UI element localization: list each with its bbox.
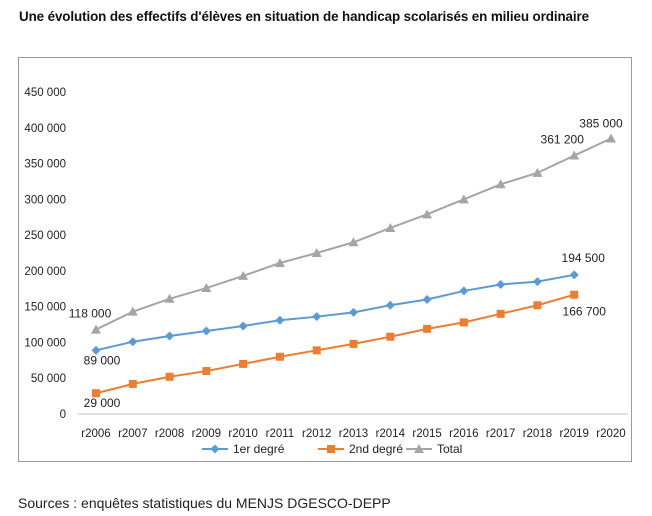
series-point-2 bbox=[92, 389, 100, 398]
x-tick-label: r2007 bbox=[118, 428, 147, 440]
x-tick-label: r2019 bbox=[560, 428, 589, 440]
chart-frame bbox=[18, 57, 632, 462]
x-tick-label: r2014 bbox=[376, 428, 406, 440]
data-label: 29 000 bbox=[84, 396, 121, 410]
legend-marker bbox=[414, 444, 424, 453]
series-point-3 bbox=[164, 293, 175, 303]
series-point-2 bbox=[239, 359, 248, 368]
x-tick-label: r2011 bbox=[266, 428, 295, 440]
series-point-2 bbox=[349, 339, 358, 348]
series-point-3 bbox=[569, 150, 580, 160]
series-line-2 bbox=[95, 293, 575, 395]
series-point-1 bbox=[312, 312, 322, 322]
data-label: 89 000 bbox=[84, 353, 121, 367]
legend-label: Total bbox=[437, 442, 462, 456]
x-tick-label: r2008 bbox=[155, 428, 184, 440]
y-tick-label: 400 000 bbox=[24, 123, 66, 135]
series-point-3 bbox=[606, 133, 616, 143]
legend-label: 2nd degré bbox=[349, 442, 403, 456]
series-layer bbox=[91, 133, 616, 398]
series-point-1 bbox=[496, 279, 506, 289]
x-axis-ticks: r2006 r2007 r2008 r2009 r2010 r2011 r2012 r2013… bbox=[81, 428, 625, 440]
series-point-2 bbox=[496, 309, 505, 318]
chart-title: Une évolution des effectifs d'élèves en … bbox=[19, 9, 589, 24]
x-tick-label: r2017 bbox=[486, 428, 515, 440]
series-point-3 bbox=[532, 167, 543, 177]
legend-marker bbox=[327, 445, 335, 453]
series-point-3 bbox=[238, 270, 249, 280]
series-point-1 bbox=[91, 345, 101, 355]
data-label: 166 700 bbox=[563, 305, 607, 319]
data-label: 194 500 bbox=[562, 251, 606, 265]
series-point-2 bbox=[386, 332, 395, 341]
x-tick-label: r2013 bbox=[339, 428, 368, 440]
data-labels: 118 000 361 200 385 000 89 000 194 500 29 000… bbox=[69, 117, 623, 411]
series-point-3 bbox=[91, 324, 101, 334]
series-point-2 bbox=[423, 324, 432, 333]
y-tick-label: 50 000 bbox=[31, 373, 66, 385]
series-point-1 bbox=[201, 326, 211, 336]
legend-label: 1er degré bbox=[233, 442, 285, 456]
y-tick-label: 250 000 bbox=[24, 230, 66, 242]
series-point-3 bbox=[311, 248, 322, 257]
data-label: 118 000 bbox=[69, 307, 112, 321]
series-point-2 bbox=[459, 318, 468, 327]
series-point-3 bbox=[495, 179, 506, 189]
y-tick-label: 450 000 bbox=[24, 87, 66, 99]
x-tick-label: r2015 bbox=[412, 428, 441, 440]
series-point-3 bbox=[422, 209, 433, 219]
series-point-1 bbox=[165, 331, 175, 341]
legend: 1er degré 2nd degré Total bbox=[202, 442, 462, 456]
x-tick-label: r2018 bbox=[523, 428, 552, 440]
series-point-3 bbox=[385, 222, 396, 232]
series-point-1 bbox=[128, 337, 138, 347]
series-point-2 bbox=[533, 301, 542, 310]
series-point-3 bbox=[274, 258, 285, 268]
series-point-2 bbox=[202, 367, 211, 376]
series-point-1 bbox=[238, 321, 248, 331]
x-tick-label: r2006 bbox=[81, 428, 110, 440]
series-point-2 bbox=[570, 290, 579, 299]
series-point-1 bbox=[275, 315, 285, 325]
series-point-2 bbox=[312, 346, 321, 355]
legend-marker bbox=[210, 444, 220, 454]
series-point-1 bbox=[422, 295, 432, 305]
y-tick-label: 300 000 bbox=[24, 194, 66, 206]
series-point-2 bbox=[275, 352, 284, 361]
y-tick-label: 200 000 bbox=[24, 266, 66, 278]
series-point-1 bbox=[569, 270, 579, 280]
series-point-3 bbox=[201, 283, 212, 293]
series-line-1 bbox=[95, 273, 575, 352]
series-point-1 bbox=[459, 286, 469, 296]
x-tick-label: r2020 bbox=[596, 428, 625, 440]
series-point-2 bbox=[165, 372, 174, 381]
x-tick-label: r2009 bbox=[192, 428, 221, 440]
y-tick-label: 350 000 bbox=[24, 159, 66, 171]
x-tick-label: r2012 bbox=[302, 428, 331, 440]
series-point-1 bbox=[349, 307, 358, 317]
y-axis-ticks: 0 50 000 100 000 150 000 200 000 250 000 300 0… bbox=[24, 87, 66, 421]
series-point-3 bbox=[348, 237, 359, 247]
x-tick-label: r2016 bbox=[449, 428, 478, 440]
series-point-3 bbox=[458, 194, 469, 204]
series-point-1 bbox=[532, 277, 542, 287]
series-point-3 bbox=[127, 306, 138, 316]
series-point-1 bbox=[385, 300, 395, 310]
y-tick-label: 100 000 bbox=[24, 337, 66, 349]
y-tick-label: 0 bbox=[60, 409, 66, 421]
data-label: 385 000 bbox=[579, 117, 623, 131]
series-point-2 bbox=[128, 379, 137, 388]
y-tick-label: 150 000 bbox=[24, 302, 66, 314]
source-note: Sources : enquêtes statistiques du MENJS… bbox=[18, 495, 391, 511]
x-tick-label: r2010 bbox=[228, 428, 257, 440]
data-label: 361 200 bbox=[541, 133, 585, 147]
